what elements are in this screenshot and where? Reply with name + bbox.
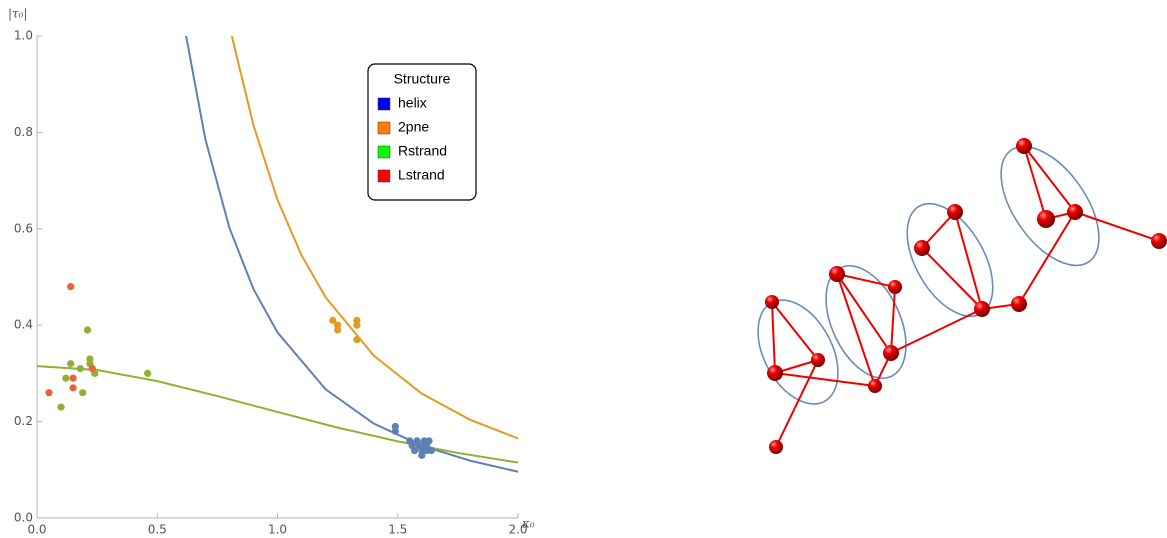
bond: [921, 247, 983, 310]
data-point: [79, 389, 87, 397]
x-tick-label: 1.5: [388, 523, 407, 537]
data-point: [144, 369, 152, 377]
atom: [1011, 296, 1027, 312]
x-tick-label: 2.0: [508, 523, 527, 537]
y-tick-label: 0.4: [14, 318, 33, 332]
legend-swatch: [377, 145, 391, 159]
x-axis-label: κ₀: [521, 517, 535, 531]
data-point: [410, 446, 419, 455]
plot-area: [37, 36, 519, 473]
orbit: [1000, 145, 1100, 267]
data-point: [425, 437, 433, 445]
atom: [974, 301, 990, 317]
legend-label: 2pne: [398, 119, 429, 135]
bond: [836, 273, 876, 387]
x-tick-label: 0.0: [27, 523, 46, 537]
bond: [771, 301, 776, 374]
bond: [921, 211, 956, 249]
data-point: [67, 360, 75, 368]
bond: [771, 301, 819, 361]
data-point: [69, 374, 77, 382]
bond: [836, 273, 896, 288]
y-tick-label: 0.6: [14, 221, 33, 235]
bond: [774, 372, 876, 387]
y-tick-label: 0.0: [14, 511, 33, 525]
bond: [890, 286, 896, 354]
bond: [836, 273, 892, 354]
bond: [954, 211, 983, 310]
atom: [1037, 210, 1055, 228]
legend-swatch: [377, 97, 391, 111]
fit-curve: [37, 365, 519, 464]
bonds: [771, 145, 1160, 448]
data-point: [353, 321, 361, 329]
data-point: [57, 403, 65, 411]
atom: [829, 266, 845, 282]
x-tick-label: 1.0: [268, 523, 287, 537]
atom: [1016, 138, 1032, 154]
atom: [811, 353, 825, 367]
data-point: [76, 364, 84, 373]
data-point: [62, 374, 70, 382]
atom: [888, 280, 902, 294]
y-tick-label: 0.2: [14, 414, 33, 428]
y-tick-label: 0.8: [14, 125, 33, 139]
legend-swatch: [377, 169, 391, 183]
data-point: [334, 321, 342, 329]
data-point: [67, 283, 75, 291]
atom: [914, 240, 930, 256]
atom: [769, 440, 783, 454]
data-point: [420, 442, 428, 450]
legend-label: helix: [398, 95, 427, 111]
atom: [947, 204, 963, 220]
data-point: [88, 364, 96, 373]
y-tick-label: 1.0: [14, 29, 33, 43]
atom: [868, 379, 882, 393]
data-point: [391, 427, 399, 435]
fit-curve: [185, 36, 519, 473]
atom: [1067, 204, 1083, 220]
bond: [1023, 145, 1047, 220]
legend-title: Structure: [394, 71, 451, 87]
data-point: [69, 384, 77, 392]
legend-label: Rstrand: [398, 143, 447, 159]
orbit: [825, 264, 907, 380]
atom: [767, 365, 783, 381]
axes: 0.0 0.5 1.0 1.5 2.0 0.0 0.2 0.4 0.6 0.8 1.0: [14, 29, 528, 537]
legend: Structure helix 2pne Rstrand Lstrand: [367, 63, 477, 201]
data-point: [83, 326, 92, 334]
data-point: [329, 316, 337, 324]
bond: [775, 359, 819, 448]
legend-label: Lstrand: [398, 167, 445, 183]
bond: [890, 308, 983, 354]
atom: [883, 345, 899, 361]
atom: [1151, 233, 1167, 249]
bond: [1018, 211, 1076, 305]
legend-box: [367, 63, 477, 201]
helix-diagram: [757, 138, 1167, 454]
y-axis-label: |τ₀|: [8, 7, 28, 21]
x-tick-label: 0.5: [148, 523, 167, 537]
bond: [1074, 211, 1160, 242]
data-point: [45, 389, 53, 397]
orbit: [757, 299, 839, 405]
fit-curve: [230, 36, 519, 440]
data-point: [353, 336, 361, 344]
legend-swatch: [377, 121, 391, 135]
atom: [765, 295, 779, 309]
bond: [1023, 145, 1076, 213]
orbit-ellipses: [757, 145, 1100, 405]
atoms: [765, 138, 1167, 454]
